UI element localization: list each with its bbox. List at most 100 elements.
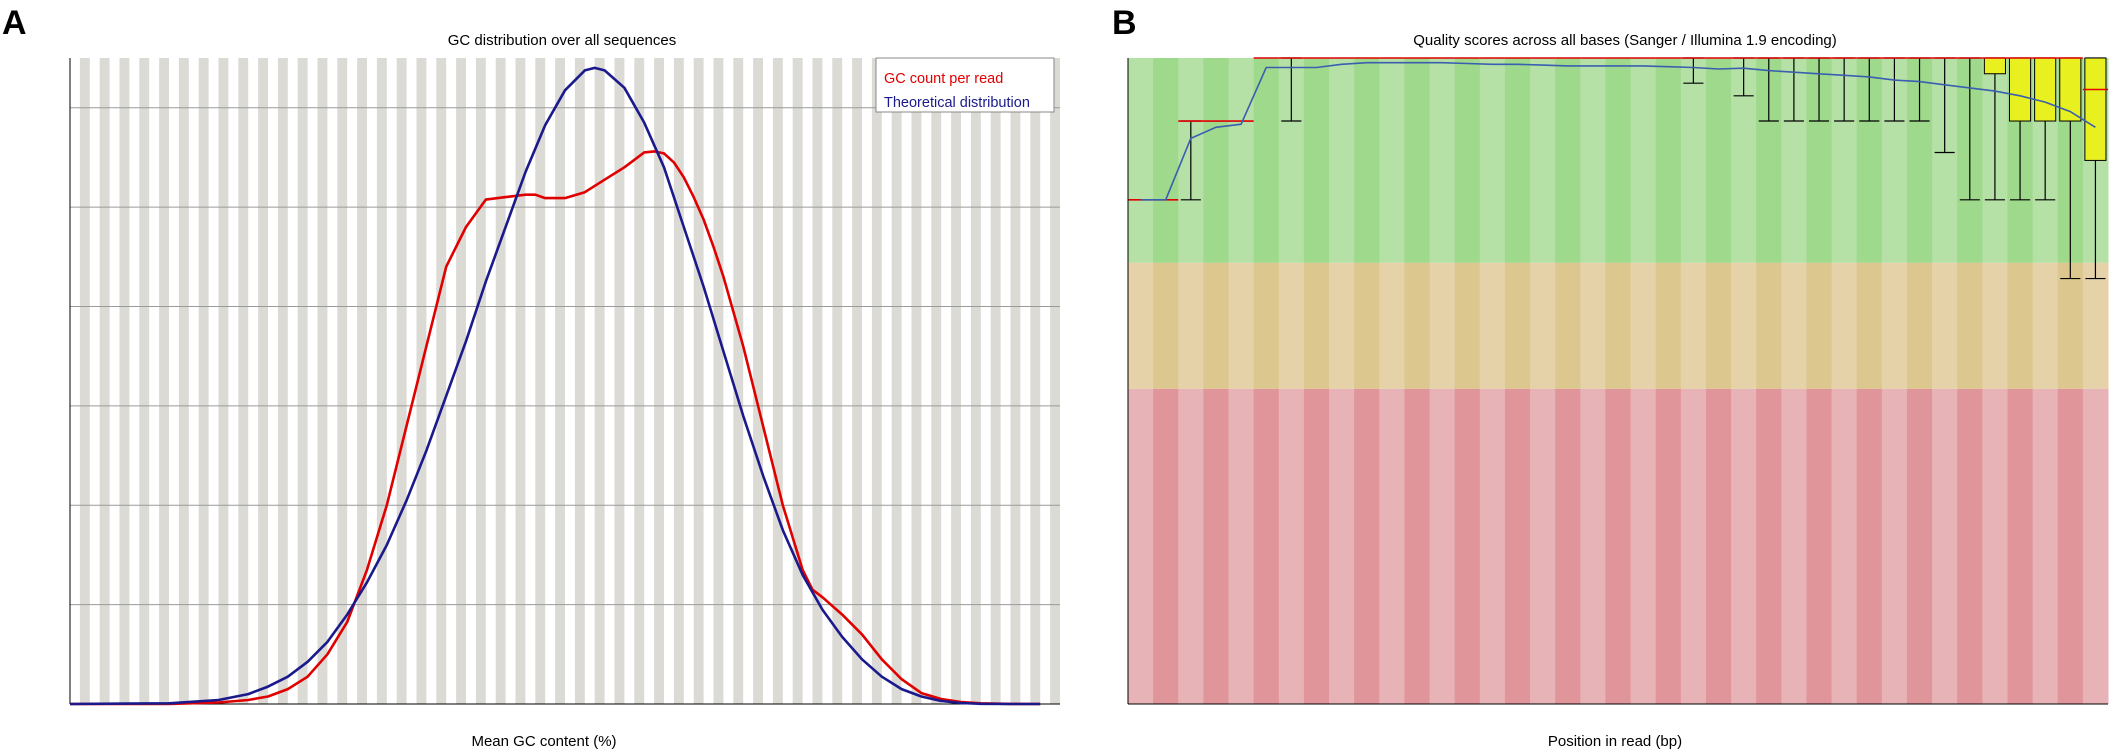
reasonable-zone-stripe [1454,262,1481,389]
poor-zone-stripe [1203,388,1230,704]
good-zone-stripe [1404,58,1431,263]
poor-zone-stripe [1303,388,1330,704]
reasonable-zone-stripe [1806,262,1833,389]
legend-box [875,57,1055,113]
bg-stripe [198,58,209,704]
poor-zone-stripe [2057,388,2084,704]
good-zone-stripe [1228,58,1255,263]
gc-chart-plot [69,58,1060,706]
bg-stripe [535,58,546,704]
bg-stripe [772,58,783,704]
good-zone-stripe [1379,58,1405,263]
poor-zone-stripe [2032,388,2059,704]
reasonable-zone-stripe [1856,262,1883,389]
poor-zone-stripe [1379,388,1405,704]
bg-stripe [673,58,684,704]
bg-stripe [634,58,645,704]
poor-zone-stripe [1731,388,1757,704]
poor-zone-stripe [1680,388,1707,704]
reasonable-zone-stripe [1630,262,1657,389]
poor-zone-stripe [1354,388,1380,704]
reasonable-zone-stripe [1932,262,1958,389]
reasonable-zone-stripe [1881,262,1908,389]
poor-zone-stripe [1504,388,1531,704]
poor-zone-stripe [1756,388,1782,704]
reasonable-zone-stripe [1605,262,1632,389]
poor-zone-stripe [1178,388,1204,704]
good-zone-stripe [1479,58,1506,263]
bg-stripe [456,58,466,704]
reasonable-zone-stripe [1228,262,1255,389]
reasonable-zone-stripe [1504,262,1531,389]
good-zone-stripe [1555,58,1581,263]
bg-stripe [693,58,704,704]
good-zone-stripe [1630,58,1657,263]
bg-stripe [1030,58,1041,704]
iqr-box [1983,57,2006,75]
reasonable-zone-stripe [1153,262,1179,389]
poor-zone-stripe [1605,388,1632,704]
reasonable-zone-stripe [1982,262,2008,389]
poor-zone-stripe [1957,388,1983,704]
reasonable-zone-stripe [1404,262,1431,389]
reasonable-zone-stripe [1655,262,1682,389]
reasonable-zone-stripe [1429,262,1456,389]
bg-stripe [119,58,130,704]
bg-stripe [654,58,664,704]
reasonable-zone-stripe [1203,262,1230,389]
reasonable-zone-stripe [1555,262,1581,389]
gc-chart-title: GC distribution over all sequences [448,32,676,49]
reasonable-zone-stripe [1781,262,1807,389]
gc-x-axis-label: Mean GC content (%) [471,733,616,749]
poor-zone-stripe [1580,388,1606,704]
theoretical-line [69,66,1041,706]
bg-stripe [594,58,605,704]
bg-stripe [376,58,387,704]
poor-zone-stripe [1404,388,1431,704]
good-zone-stripe [1354,58,1380,263]
bg-stripe [951,58,961,704]
bg-stripe [753,58,763,704]
poor-zone-stripe [1454,388,1481,704]
reasonable-zone-stripe [1479,262,1506,389]
bg-stripe [713,58,724,704]
reasonable-zone-stripe [2032,262,2059,389]
reasonable-zone-stripe [1530,262,1556,389]
bg-stripe [238,58,249,704]
good-zone-stripe [1655,58,1682,263]
legend-theoretical: Theoretical distribution [884,95,1030,111]
bg-stripe [178,58,189,704]
iqr-box [2084,57,2107,161]
good-zone-stripe [1605,58,1632,263]
poor-zone-stripe [2082,388,2109,704]
good-zone-stripe [1580,58,1606,263]
bg-stripe [436,58,447,704]
poor-zone-stripe [1278,388,1305,704]
reasonable-zone-stripe [1329,262,1355,389]
bg-stripe [416,58,427,704]
poor-zone-stripe [1555,388,1581,704]
good-zone-stripe [1153,58,1179,263]
bg-stripe [990,58,1001,704]
reasonable-zone-stripe [1128,262,1154,389]
good-zone-stripe [1504,58,1531,263]
good-zone-stripe [1203,58,1230,263]
bg-stripe [357,58,367,704]
reasonable-zone-stripe [2007,262,2034,389]
bg-stripe [99,58,110,704]
bg-stripe [475,58,486,704]
bg-stripe [337,58,348,704]
bg-stripe [614,58,625,704]
bg-stripe [931,58,942,704]
poor-zone-stripe [2007,388,2034,704]
bg-stripe [317,58,328,704]
poor-zone-stripe [1228,388,1255,704]
good-zone-stripe [1705,58,1732,263]
reasonable-zone-stripe [1731,262,1757,389]
bg-stripe [277,58,288,704]
reasonable-zone-stripe [1253,262,1280,389]
bg-stripe [555,58,565,704]
bg-stripe [218,58,229,704]
poor-zone-stripe [1630,388,1657,704]
panel-a-label: A [2,4,27,42]
